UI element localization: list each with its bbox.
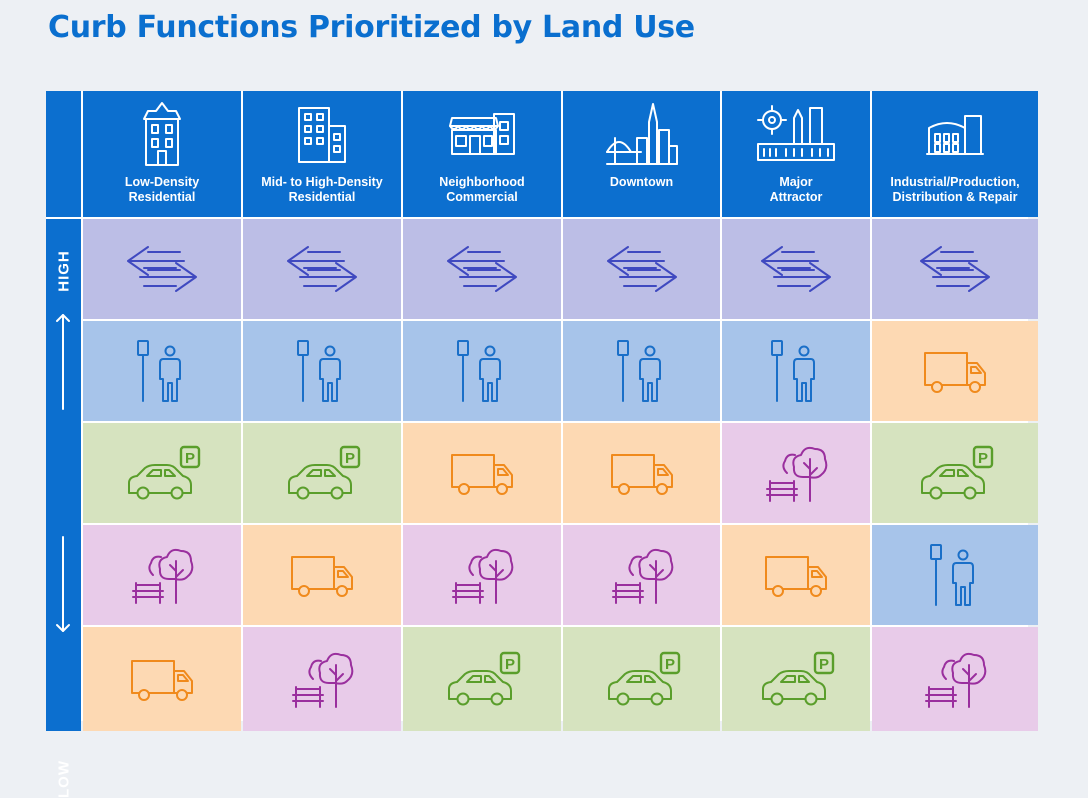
matrix-cell-swap — [403, 219, 561, 319]
matrix-cell-freight — [83, 627, 241, 731]
transit-stop-person-icon — [768, 337, 824, 405]
matrix-cell-swap — [83, 219, 241, 319]
delivery-truck-icon — [448, 449, 516, 497]
apartment-building-icon — [295, 101, 349, 167]
land-use-header: Downtown — [563, 91, 720, 217]
svg-text:P: P — [185, 450, 195, 467]
matrix-cell-parking: P — [83, 423, 241, 523]
matrix-cell-pedestrian — [243, 321, 401, 421]
matrix-cell-swap — [722, 219, 870, 319]
axis-low-label: LOW — [55, 760, 72, 798]
mobility-arrows-icon — [758, 241, 834, 297]
matrix-cell-freight — [403, 423, 561, 523]
svg-text:P: P — [345, 450, 355, 467]
matrix-cell-swap — [243, 219, 401, 319]
tree-bench-icon — [449, 545, 515, 605]
matrix-cell-greening — [872, 627, 1038, 731]
matrix-cell-parking: P — [722, 627, 870, 731]
delivery-truck-icon — [762, 551, 830, 599]
land-use-label: Low-Density Residential — [124, 175, 200, 204]
matrix-cell-parking: P — [243, 423, 401, 523]
matrix-cell-greening — [243, 627, 401, 731]
car-parking-icon: P — [283, 445, 361, 501]
matrix-cell-freight — [563, 423, 720, 523]
mobility-arrows-icon — [604, 241, 680, 297]
attraction-landmark-icon — [756, 101, 836, 167]
house-icon — [142, 101, 182, 167]
mobility-arrows-icon — [124, 241, 200, 297]
delivery-truck-icon — [128, 655, 196, 703]
storefront-icon — [448, 101, 516, 167]
land-use-header: Mid- to High-Density Residential — [243, 91, 401, 217]
car-parking-icon: P — [603, 651, 681, 707]
matrix-cell-swap — [872, 219, 1038, 319]
priority-matrix: Low-Density Residential Mid- to High-Den… — [46, 91, 1038, 798]
mobility-arrows-icon — [444, 241, 520, 297]
axis-arrows-icon — [56, 314, 70, 632]
matrix-cell-greening — [722, 423, 870, 523]
delivery-truck-icon — [608, 449, 676, 497]
transit-stop-person-icon — [454, 337, 510, 405]
land-use-header: Low-Density Residential — [83, 91, 241, 217]
matrix-cell-swap — [563, 219, 720, 319]
matrix-cell-freight — [722, 525, 870, 625]
tree-bench-icon — [922, 649, 988, 709]
page-title: Curb Functions Prioritized by Land Use — [48, 10, 695, 45]
matrix-cell-pedestrian — [563, 321, 720, 421]
land-use-label: Neighborhood Commercial — [439, 175, 525, 204]
factory-icon — [925, 101, 985, 167]
car-parking-icon: P — [123, 445, 201, 501]
axis-high-label: HIGH — [55, 250, 72, 292]
land-use-header: Industrial/Production, Distribution & Re… — [872, 91, 1038, 217]
car-parking-icon: P — [443, 651, 521, 707]
svg-text:P: P — [505, 656, 515, 673]
matrix-cell-greening — [403, 525, 561, 625]
land-use-header: Major Attractor — [722, 91, 870, 217]
land-use-label: Mid- to High-Density Residential — [261, 175, 383, 204]
tree-bench-icon — [763, 443, 829, 503]
matrix-cell-pedestrian — [403, 321, 561, 421]
land-use-label: Major Attractor — [769, 175, 823, 204]
matrix-cell-parking: P — [403, 627, 561, 731]
car-parking-icon: P — [757, 651, 835, 707]
svg-text:P: P — [978, 450, 988, 467]
delivery-truck-icon — [921, 347, 989, 395]
mobility-arrows-icon — [284, 241, 360, 297]
delivery-truck-icon — [288, 551, 356, 599]
tree-bench-icon — [289, 649, 355, 709]
city-skyline-icon — [605, 101, 679, 167]
matrix-cell-pedestrian — [872, 525, 1038, 625]
tree-bench-icon — [609, 545, 675, 605]
land-use-label: Downtown — [609, 175, 674, 189]
land-use-label: Industrial/Production, Distribution & Re… — [890, 175, 1020, 204]
matrix-cell-parking: P — [872, 423, 1038, 523]
matrix-cell-pedestrian — [83, 321, 241, 421]
matrix-cell-parking: P — [563, 627, 720, 731]
transit-stop-person-icon — [134, 337, 190, 405]
matrix-corner — [46, 91, 81, 217]
transit-stop-person-icon — [294, 337, 350, 405]
svg-text:P: P — [664, 656, 674, 673]
car-parking-icon: P — [916, 445, 994, 501]
mobility-arrows-icon — [917, 241, 993, 297]
priority-axis: HIGH LOW — [46, 219, 81, 798]
tree-bench-icon — [129, 545, 195, 605]
svg-text:P: P — [819, 656, 829, 673]
matrix-cell-freight — [243, 525, 401, 625]
matrix-cell-pedestrian — [722, 321, 870, 421]
transit-stop-person-icon — [614, 337, 670, 405]
matrix-cell-freight — [872, 321, 1038, 421]
land-use-header: Neighborhood Commercial — [403, 91, 561, 217]
transit-stop-person-icon — [927, 541, 983, 609]
matrix-cell-greening — [83, 525, 241, 625]
matrix-cell-greening — [563, 525, 720, 625]
